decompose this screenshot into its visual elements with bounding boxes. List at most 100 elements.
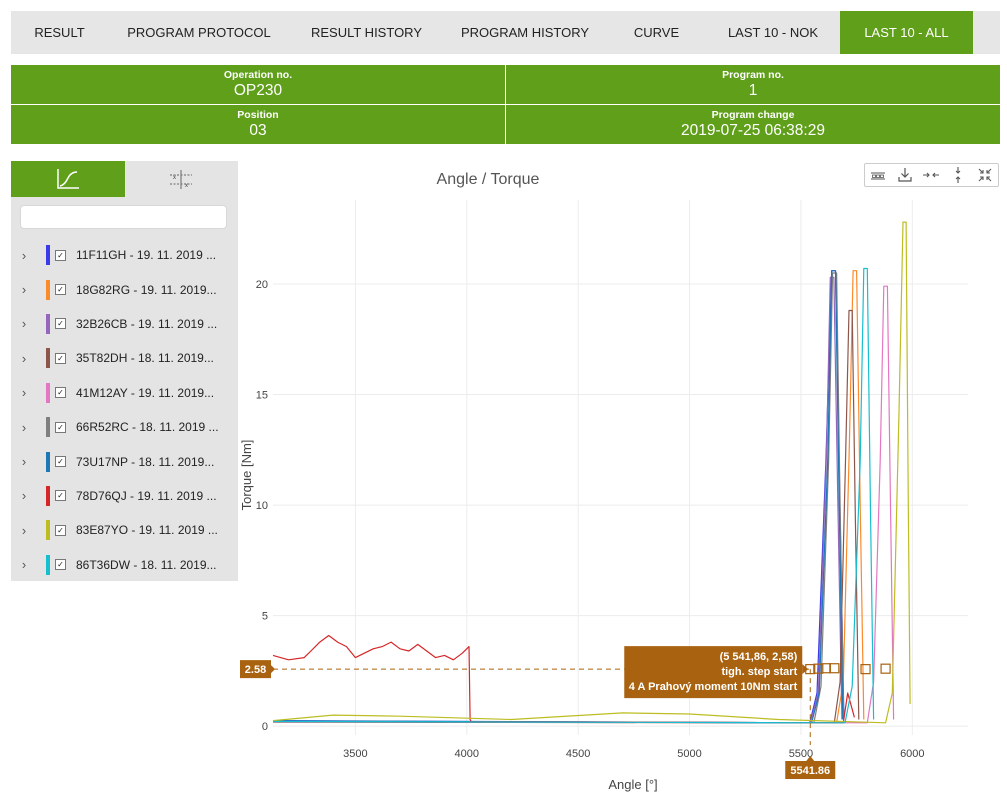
list-item[interactable]: › ✓ 32B26CB - 19. 11. 2019 ... <box>11 307 238 341</box>
tab-program-history[interactable]: PROGRAM HISTORY <box>460 25 590 40</box>
program-value: 1 <box>748 82 758 99</box>
reset-zoom-button[interactable] <box>974 166 996 184</box>
zoom-y-button[interactable] <box>947 166 969 184</box>
tooltip-box <box>624 646 803 699</box>
tab-program-protocol[interactable]: PROGRAM PROTOCOL <box>127 25 271 40</box>
series-label: 66R52RC - 18. 11. 2019 ... <box>76 420 219 435</box>
x-tick-label: 5500 <box>789 748 813 760</box>
series-line-35T82DH <box>272 309 860 724</box>
list-item[interactable]: › ✓ 11F11GH - 19. 11. 2019 ... <box>11 238 238 272</box>
y-tick-label: 20 <box>256 279 268 291</box>
list-item[interactable]: › ✓ 83E87YO - 19. 11. 2019 ... <box>11 513 238 547</box>
series-checkbox[interactable]: ✓ <box>55 456 66 468</box>
chevron-right-icon[interactable]: › <box>21 488 27 504</box>
svg-text:x: x <box>185 183 188 189</box>
series-checkbox[interactable]: ✓ <box>55 318 66 330</box>
tab-last-10-nok[interactable]: LAST 10 - NOK <box>727 25 819 40</box>
tab-result[interactable]: RESULT <box>34 25 85 40</box>
series-color-swatch <box>46 485 50 506</box>
series-line-32B26CB <box>272 276 843 724</box>
position-value: 03 <box>249 122 267 139</box>
list-item[interactable]: › ✓ 35T82DH - 18. 11. 2019... <box>11 341 238 375</box>
program-label: Program no. <box>722 69 784 81</box>
angle-torque-chart[interactable]: 3500 4000 4500 5000 5500 6000 0 5 10 15 20 Angle / … <box>238 160 1007 795</box>
series-line-83E87YO <box>272 221 911 724</box>
crosshair-x-pointer <box>806 756 815 761</box>
series-label: 41M12AY - 19. 11. 2019... <box>76 385 215 400</box>
list-item[interactable]: › ✓ 41M12AY - 19. 11. 2019... <box>11 376 238 410</box>
series-checkbox[interactable]: ✓ <box>55 559 66 571</box>
y-tick-label: 0 <box>262 721 268 733</box>
series-color-swatch <box>46 554 50 575</box>
crosshair-x-label: 5541.86 <box>790 765 830 777</box>
chart-toolbar <box>864 163 999 187</box>
series-checkbox[interactable]: ✓ <box>55 524 66 536</box>
curve-list-panel: x x › ✓ 11F11GH - 19. 11. 2019 ... › ✓ 18G82R… <box>11 161 238 581</box>
chevron-right-icon[interactable]: › <box>21 316 27 332</box>
chevron-right-icon[interactable]: › <box>21 419 27 435</box>
event-marker <box>860 664 871 675</box>
select-icon <box>871 172 886 180</box>
crosshair-y-label: 2.58 <box>245 664 266 676</box>
series-label: 73U17NP - 18. 11. 2019... <box>76 454 215 469</box>
series-line-86T36DW <box>272 267 875 724</box>
limits-icon: x x <box>170 170 193 189</box>
zoom-in-y-icon <box>955 167 961 183</box>
event-marker <box>880 663 891 674</box>
curve-chart-icon <box>57 169 79 189</box>
tab-result-history[interactable]: RESULT HISTORY <box>310 25 422 40</box>
operation-label: Operation no. <box>223 69 293 81</box>
curve-search-input[interactable] <box>20 205 227 229</box>
program-change-value: 2019-07-25 06:38:29 <box>681 122 825 139</box>
position-label: Position <box>237 109 279 121</box>
tab-curve[interactable]: CURVE <box>633 25 680 40</box>
chevron-right-icon[interactable]: › <box>21 454 27 470</box>
chart-title: Angle / Torque <box>437 171 540 188</box>
series-color-swatch <box>46 245 50 266</box>
chevron-right-icon[interactable]: › <box>21 282 27 298</box>
series-label: 18G82RG - 19. 11. 2019... <box>76 282 217 297</box>
series-label: 86T36DW - 18. 11. 2019... <box>76 557 217 572</box>
operation-cell: Operation no. OP230 <box>11 65 505 104</box>
event-marker <box>813 663 824 674</box>
chevron-right-icon[interactable]: › <box>21 247 27 263</box>
series-checkbox[interactable]: ✓ <box>55 387 66 399</box>
list-item[interactable]: › ✓ 73U17NP - 18. 11. 2019... <box>11 444 238 478</box>
chevron-right-icon[interactable]: › <box>21 385 27 401</box>
y-tick-label: 5 <box>262 611 268 623</box>
tab-limits[interactable]: x x <box>125 161 239 197</box>
list-item[interactable]: › ✓ 18G82RG - 19. 11. 2019... <box>11 272 238 306</box>
series-checkbox[interactable]: ✓ <box>55 249 66 261</box>
list-item[interactable]: › ✓ 66R52RC - 18. 11. 2019 ... <box>11 410 238 444</box>
reset-zoom-icon <box>978 168 992 182</box>
zoom-x-button[interactable] <box>920 166 942 184</box>
series-checkbox[interactable]: ✓ <box>55 284 66 296</box>
list-item[interactable]: › ✓ 86T36DW - 18. 11. 2019... <box>11 548 238 582</box>
series-color-swatch <box>46 520 50 541</box>
download-icon <box>898 168 912 182</box>
series-color-swatch <box>46 279 50 300</box>
chevron-right-icon[interactable]: › <box>21 350 27 366</box>
chevron-right-icon[interactable]: › <box>21 522 27 538</box>
tab-bar-filler <box>973 11 1000 54</box>
series-checkbox[interactable]: ✓ <box>55 352 66 364</box>
program-cell: Program no. 1 <box>506 65 1000 104</box>
tab-curves[interactable] <box>11 161 125 197</box>
y-tick-label: 10 <box>256 500 268 512</box>
series-checkbox[interactable]: ✓ <box>55 421 66 433</box>
download-button[interactable] <box>894 166 916 184</box>
chevron-right-icon[interactable]: › <box>21 557 27 573</box>
series-label: 35T82DH - 18. 11. 2019... <box>76 351 214 366</box>
tooltip-line: tigh. step start <box>721 666 797 678</box>
list-item[interactable]: › ✓ 78D76QJ - 19. 11. 2019 ... <box>11 479 238 513</box>
select-button[interactable] <box>867 166 889 184</box>
panel-tabs: x x <box>11 161 238 197</box>
zoom-in-x-icon <box>923 172 940 178</box>
x-axis-label: Angle [°] <box>608 777 657 792</box>
series-checkbox[interactable]: ✓ <box>55 490 66 502</box>
crosshair-y-badge <box>240 660 271 679</box>
operation-value: OP230 <box>233 82 283 99</box>
x-tick-label: 6000 <box>900 748 924 760</box>
crosshair-x-badge <box>785 761 836 779</box>
tab-last-10-all[interactable]: LAST 10 - ALL <box>840 11 973 54</box>
